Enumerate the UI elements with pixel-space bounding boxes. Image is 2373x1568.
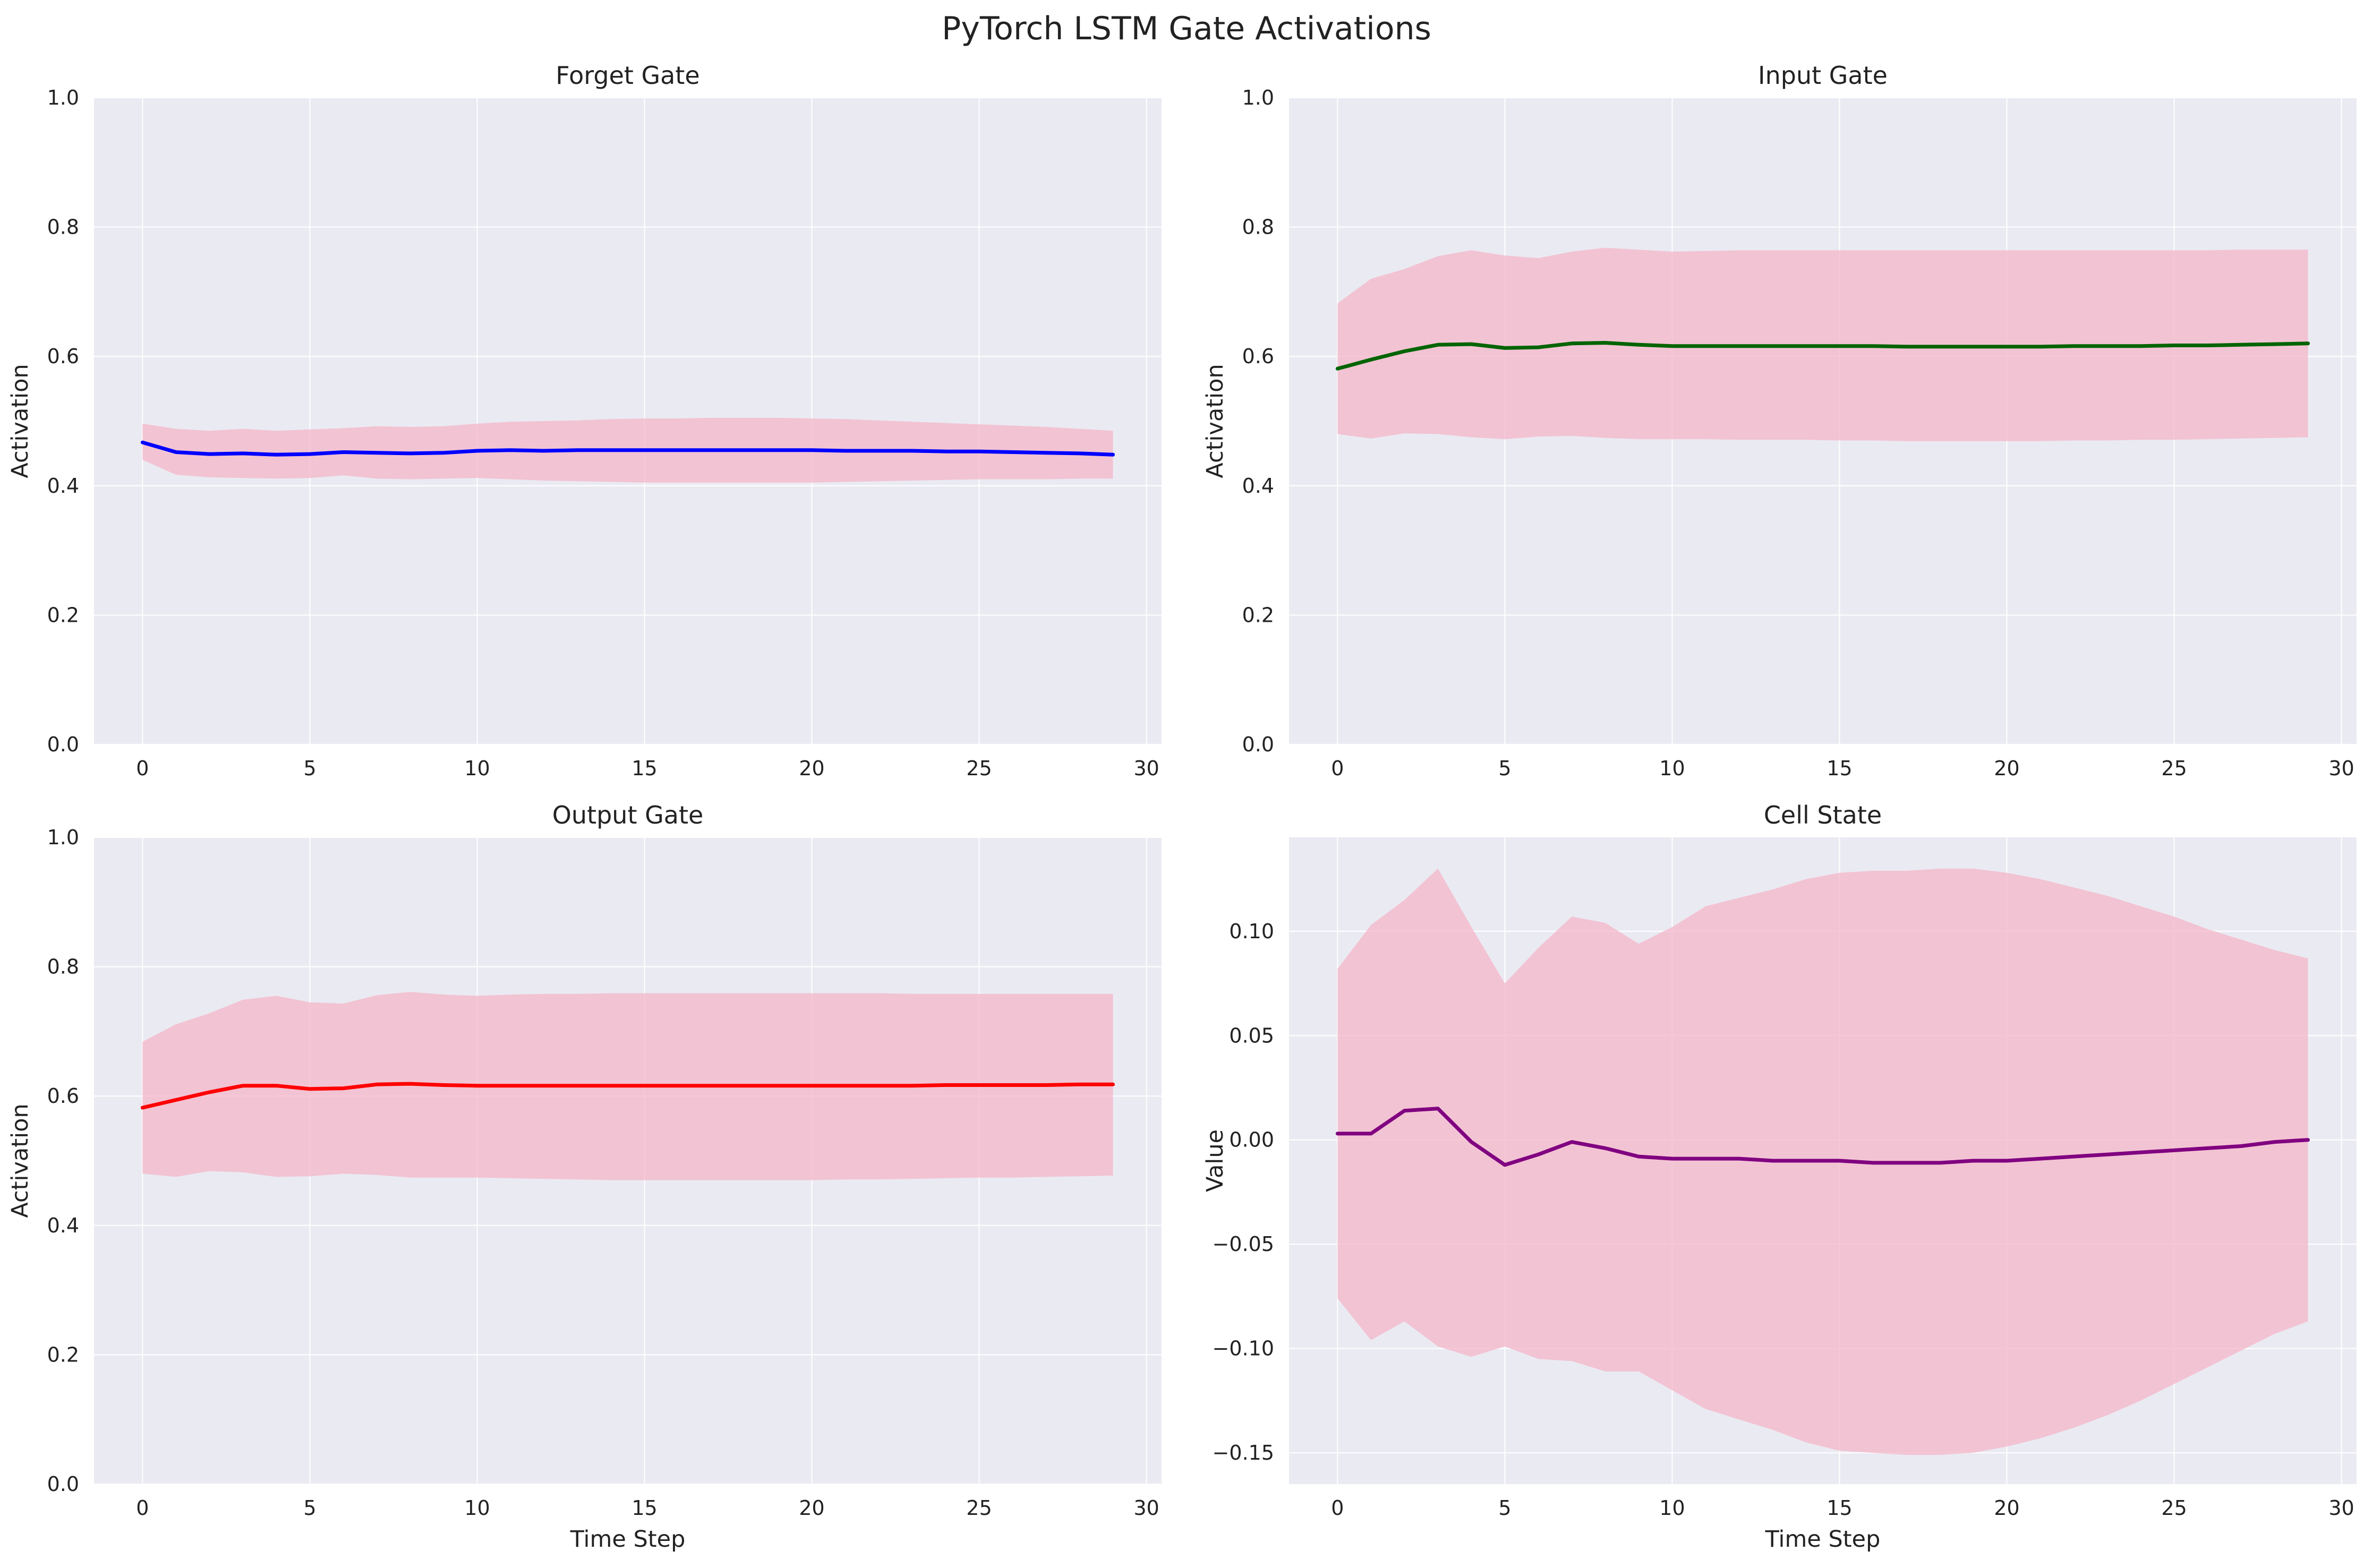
y-tick-label: 0.4 — [1242, 474, 1274, 498]
x-tick-label: 10 — [1659, 1496, 1685, 1520]
x-axis-label: Time Step — [570, 1526, 686, 1553]
y-tick-label: 0.8 — [1242, 216, 1274, 239]
panel-title: Output Gate — [552, 801, 704, 829]
y-tick-label: 0.2 — [1242, 603, 1274, 627]
x-tick-label: 5 — [303, 757, 316, 780]
x-tick-label: 15 — [1826, 1496, 1852, 1520]
y-tick-label: 0.8 — [47, 955, 79, 979]
x-tick-label: 20 — [799, 757, 824, 780]
x-tick-label: 5 — [1498, 1496, 1511, 1520]
chart-panel-1: 0 5 10 15 20 25 30 0.0 0.2 0.4 0.6 0.8 1.0 Forget Gat… — [7, 61, 1162, 780]
x-tick-label: 0 — [136, 757, 149, 780]
chart-panels: 0 5 10 15 20 25 30 0.0 0.2 0.4 0.6 0.8 1.0 Forget Gat… — [7, 61, 2357, 1553]
y-tick-label: 0.6 — [47, 1084, 79, 1108]
y-tick-label: 0.05 — [1229, 1024, 1274, 1047]
x-tick-label: 10 — [464, 757, 490, 780]
y-tick-label: 1.0 — [1242, 86, 1274, 109]
y-axis-label: Activation — [7, 364, 33, 478]
series-line — [140, 1082, 1115, 1110]
y-tick-label: 0.6 — [1242, 345, 1274, 368]
panel-title: Input Gate — [1758, 61, 1888, 90]
x-tick-label: 0 — [1331, 757, 1344, 780]
x-tick-label: 0 — [136, 1496, 149, 1520]
x-tick-label: 10 — [1659, 757, 1685, 780]
y-tick-label: 0.0 — [1242, 733, 1274, 756]
y-tick-label: 0.0 — [47, 1472, 79, 1496]
x-tick-label: 15 — [631, 1496, 657, 1520]
y-tick-label: 0.8 — [47, 216, 79, 239]
y-tick-label: 0.4 — [47, 1214, 79, 1237]
y-tick-label: 1.0 — [47, 86, 79, 109]
chart-panel-3: 0 5 10 15 20 25 30 0.0 0.2 0.4 0.6 0.8 1.0 Output Gat… — [7, 801, 1162, 1553]
y-tick-label: 0.4 — [47, 474, 79, 498]
series-line — [1335, 341, 2310, 371]
x-tick-label: 0 — [1331, 1496, 1344, 1520]
x-tick-label: 10 — [464, 1496, 490, 1520]
x-tick-label: 5 — [303, 1496, 316, 1520]
y-tick-label: 0.10 — [1229, 920, 1274, 943]
chart-panel-2: 0 5 10 15 20 25 30 0.0 0.2 0.4 0.6 0.8 1.0 Input Gate… — [1202, 61, 2357, 780]
x-tick-label: 20 — [1994, 757, 2019, 780]
y-axis-label: Value — [1202, 1129, 1228, 1192]
y-tick-label: 0.2 — [47, 603, 79, 627]
x-tick-label: 5 — [1498, 757, 1511, 780]
x-tick-label: 20 — [1994, 1496, 2019, 1520]
chart-panel-4: 0 5 10 15 20 25 30 −0.15 −0.10 −0.05 0.00 0.05 0.10 C… — [1202, 801, 2357, 1553]
y-tick-label: 0.6 — [47, 345, 79, 368]
series-line — [1335, 1107, 2310, 1167]
x-tick-label: 25 — [966, 1496, 992, 1520]
x-tick-label: 30 — [2328, 757, 2354, 780]
x-tick-label: 30 — [1133, 757, 1159, 780]
figure-title: PyTorch LSTM Gate Activations — [942, 10, 1431, 47]
y-tick-label: −0.10 — [1213, 1337, 1274, 1360]
y-axis-label: Activation — [7, 1103, 33, 1218]
y-tick-label: 0.00 — [1229, 1128, 1274, 1152]
x-tick-label: 20 — [799, 1496, 824, 1520]
y-tick-label: 0.2 — [47, 1343, 79, 1366]
y-tick-label: 1.0 — [47, 826, 79, 849]
x-tick-label: 25 — [966, 757, 992, 780]
y-tick-label: 0.0 — [47, 733, 79, 756]
x-tick-label: 25 — [2161, 757, 2187, 780]
y-tick-label: −0.05 — [1213, 1232, 1274, 1256]
series-line — [140, 440, 1115, 457]
x-tick-label: 25 — [2161, 1496, 2187, 1520]
y-tick-label: −0.15 — [1213, 1441, 1274, 1464]
y-axis-label: Activation — [1202, 364, 1228, 478]
x-tick-label: 15 — [1826, 757, 1852, 780]
panel-title: Cell State — [1764, 801, 1882, 829]
x-axis-label: Time Step — [1765, 1526, 1881, 1553]
x-tick-label: 15 — [631, 757, 657, 780]
x-tick-label: 30 — [1133, 1496, 1159, 1520]
panel-title: Forget Gate — [556, 61, 699, 90]
x-tick-label: 30 — [2328, 1496, 2354, 1520]
